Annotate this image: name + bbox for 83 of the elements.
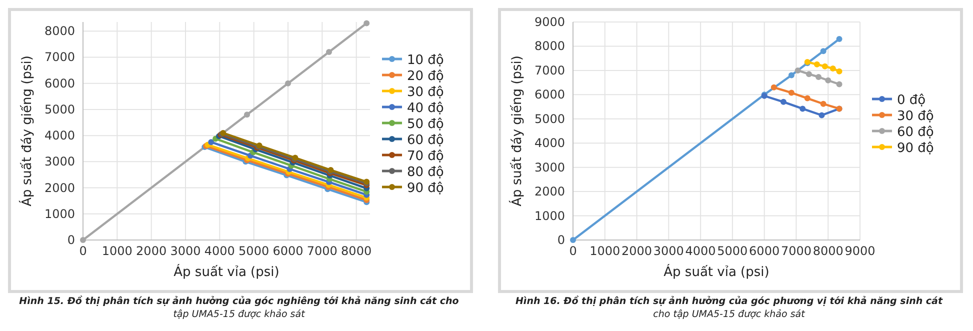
- point: [80, 237, 86, 243]
- point: [244, 112, 250, 118]
- legend-label: 90 độ: [897, 141, 934, 156]
- x-tick-label: 6000: [272, 244, 304, 258]
- legend-label: 30 độ: [897, 109, 934, 124]
- point: [818, 112, 825, 118]
- point: [285, 80, 291, 86]
- legend-label: 80 độ: [407, 165, 444, 180]
- y-tick-label: 2000: [534, 184, 565, 199]
- point: [794, 67, 801, 74]
- legend-label: 40 độ: [407, 101, 444, 116]
- text: Hình 15. Đồ thị phân tích sự ảnh hưởng của góc nghiêng tới khả năng sinh cát cho tập UMA5-15 được khảo sát: [19, 295, 460, 320]
- y-tick-label: 8000: [44, 24, 75, 38]
- y-tick-label: 6000: [534, 88, 565, 102]
- point: [780, 98, 786, 105]
- y-tick-label: 0: [557, 233, 565, 247]
- x-tick-label: 9000: [844, 244, 876, 258]
- y-axis-title: Áp suất đáy giếng (psi): [18, 56, 35, 206]
- x-tick-label: 3000: [170, 244, 201, 258]
- point: [814, 61, 820, 68]
- legend-label: 10 độ: [407, 53, 444, 68]
- text: Hình 16. Đồ thị phân tích sự ảnh hưởng của góc phương vị tới khả năng sinh cát cho tập UMA5-15 được khảo sát: [515, 295, 943, 320]
- point: [570, 237, 576, 243]
- y-tick-label: 4000: [44, 128, 75, 143]
- point: [364, 20, 370, 26]
- y-tick-label: 7000: [534, 63, 565, 78]
- legend-label: 0 độ: [897, 93, 926, 108]
- legend-label: 60 độ: [407, 133, 444, 148]
- point: [806, 71, 812, 78]
- y-tick-label: 4000: [534, 136, 565, 150]
- y-tick-label: 3000: [534, 160, 565, 174]
- x-tick-label: 0: [569, 244, 577, 258]
- x-tick-label: 8000: [341, 244, 372, 258]
- y-tick-label: 5000: [44, 102, 75, 116]
- point: [825, 77, 832, 84]
- legend-label: 20 độ: [407, 69, 444, 84]
- legend-label: 60 độ: [897, 125, 934, 140]
- y-axis-title: Áp suất đáy giếng (psi): [508, 56, 525, 206]
- x-tick-label: 7000: [306, 244, 338, 258]
- point: [788, 90, 794, 96]
- point: [820, 48, 826, 54]
- y-tick-label: 1000: [44, 206, 75, 221]
- y-tick-label: 2000: [44, 180, 75, 195]
- x-tick-label: 5000: [717, 244, 748, 258]
- y-tick-label: 3000: [44, 154, 75, 169]
- y-tick-label: 9000: [534, 15, 565, 29]
- y-tick-label: 7000: [44, 50, 75, 64]
- x-tick-label: 2000: [136, 244, 167, 258]
- x-tick-label: 3000: [653, 244, 684, 258]
- point: [800, 106, 806, 112]
- legend-label: 30 độ: [407, 85, 444, 100]
- point: [820, 100, 826, 107]
- point: [804, 95, 810, 102]
- point: [822, 63, 828, 70]
- x-tick-label: 2000: [622, 244, 652, 258]
- y-tick-label: 1000: [534, 208, 565, 223]
- x-tick-label: 4000: [685, 244, 716, 258]
- point: [788, 72, 794, 78]
- legend-label: 90 độ: [407, 181, 444, 196]
- x-tick-label: 6000: [749, 244, 780, 258]
- x-tick-label: 4000: [204, 244, 235, 258]
- point: [816, 74, 822, 80]
- x-tick-label: 7000: [780, 244, 812, 258]
- x-axis-title: Áp suất vỉa (psi): [174, 263, 280, 280]
- legend-label: 50 độ: [407, 117, 444, 132]
- x-tick-label: 0: [79, 244, 87, 258]
- y-tick-label: 6000: [44, 76, 75, 90]
- y-tick-label: 8000: [534, 39, 565, 54]
- x-tick-label: 8000: [812, 244, 844, 258]
- point: [770, 84, 777, 90]
- point: [836, 36, 842, 42]
- point: [836, 81, 842, 88]
- y-tick-label: 0: [67, 233, 75, 247]
- point: [326, 49, 332, 56]
- point: [836, 68, 842, 74]
- y-tick-label: 5000: [534, 112, 565, 126]
- x-tick-label: 1000: [102, 244, 132, 258]
- x-axis-title: Áp suất vỉa (psi): [664, 263, 770, 280]
- x-tick-label: 5000: [238, 244, 270, 258]
- point: [208, 139, 214, 146]
- legend-label: 70 độ: [407, 149, 444, 164]
- x-tick-label: 1000: [590, 244, 620, 258]
- point: [830, 66, 836, 72]
